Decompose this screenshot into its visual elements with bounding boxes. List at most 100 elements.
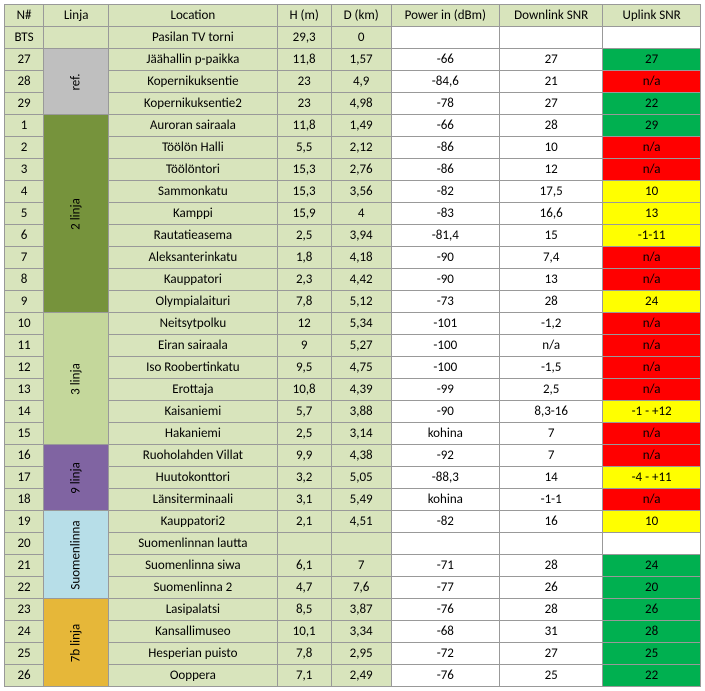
- cell-downlink: 26: [500, 577, 603, 599]
- cell-h: 29,3: [277, 27, 331, 49]
- cell-downlink: 8,3-16: [500, 401, 603, 423]
- cell-downlink: [500, 27, 603, 49]
- header-power: Power in (dBm): [391, 5, 500, 27]
- cell-power: -84,6: [391, 71, 500, 93]
- cell-location: Kopernikuksentie2: [109, 93, 277, 115]
- cell-h: 23: [277, 93, 331, 115]
- cell-power: -81,4: [391, 225, 500, 247]
- cell-d: 2,12: [331, 137, 391, 159]
- cell-location: Suomenlinna 2: [109, 577, 277, 599]
- cell-location: Kauppatori2: [109, 511, 277, 533]
- cell-location: Auroran sairaala: [109, 115, 277, 137]
- cell-d: 3,56: [331, 181, 391, 203]
- cell-d: 1,57: [331, 49, 391, 71]
- cell-uplink: [603, 533, 701, 555]
- header-uplink: Uplink SNR: [603, 5, 701, 27]
- cell-power: -77: [391, 577, 500, 599]
- header-row: N# Linja Location H (m) D (km) Power in …: [5, 5, 701, 27]
- cell-location: Suomenlinna siwa: [109, 555, 277, 577]
- cell-h: 15,3: [277, 181, 331, 203]
- cell-location: Kauppatori: [109, 269, 277, 291]
- cell-location: Hesperian puisto: [109, 643, 277, 665]
- cell-n: 20: [5, 533, 44, 555]
- cell-uplink: n/a: [603, 137, 701, 159]
- cell-h: 15,3: [277, 159, 331, 181]
- cell-d: 2,49: [331, 665, 391, 687]
- cell-d: 7: [331, 555, 391, 577]
- cell-linja: Suomenlinna: [44, 511, 109, 599]
- cell-uplink: n/a: [603, 335, 701, 357]
- table-row: 14Kaisaniemi5,73,88-908,3-16-1 - +12: [5, 401, 701, 423]
- table-row: 12 linjaAuroran sairaala11,81,49-662829: [5, 115, 701, 137]
- cell-linja: 9 linja: [44, 445, 109, 511]
- cell-location: Huutokonttori: [109, 467, 277, 489]
- cell-downlink: 27: [500, 643, 603, 665]
- cell-h: 10,8: [277, 379, 331, 401]
- cell-uplink: 28: [603, 621, 701, 643]
- table-row: BTSPasilan TV torni29,30: [5, 27, 701, 49]
- cell-h: 6,1: [277, 555, 331, 577]
- header-location: Location: [109, 5, 277, 27]
- cell-location: Olympialaituri: [109, 291, 277, 313]
- cell-h: 5,7: [277, 401, 331, 423]
- cell-d: 4,42: [331, 269, 391, 291]
- cell-n: 13: [5, 379, 44, 401]
- cell-h: [277, 533, 331, 555]
- cell-h: 2,5: [277, 225, 331, 247]
- cell-uplink: 10: [603, 511, 701, 533]
- cell-power: -66: [391, 115, 500, 137]
- cell-uplink: n/a: [603, 159, 701, 181]
- table-row: 28Kopernikuksentie234,9-84,621n/a: [5, 71, 701, 93]
- cell-uplink: 20: [603, 577, 701, 599]
- cell-downlink: 15: [500, 225, 603, 247]
- cell-n: 28: [5, 71, 44, 93]
- cell-n: 7: [5, 247, 44, 269]
- table-row: 27ref.Jäähallin p-paikka11,81,57-662727: [5, 49, 701, 71]
- cell-d: 3,87: [331, 599, 391, 621]
- cell-location: Ooppera: [109, 665, 277, 687]
- cell-location: Kamppi: [109, 203, 277, 225]
- cell-downlink: 28: [500, 291, 603, 313]
- cell-d: 2,76: [331, 159, 391, 181]
- cell-d: 3,34: [331, 621, 391, 643]
- cell-uplink: 24: [603, 291, 701, 313]
- cell-h: 8,5: [277, 599, 331, 621]
- cell-downlink: 16,6: [500, 203, 603, 225]
- cell-power: -78: [391, 93, 500, 115]
- cell-downlink: 2,5: [500, 379, 603, 401]
- cell-uplink: -4 - +11: [603, 467, 701, 489]
- table-row: 25Hesperian puisto7,82,95-722725: [5, 643, 701, 665]
- cell-uplink: n/a: [603, 71, 701, 93]
- table-row: 15Hakaniemi2,53,14kohina7n/a: [5, 423, 701, 445]
- cell-downlink: 27: [500, 49, 603, 71]
- cell-d: 4,51: [331, 511, 391, 533]
- cell-n: 24: [5, 621, 44, 643]
- cell-location: Kopernikuksentie: [109, 71, 277, 93]
- cell-uplink: 25: [603, 643, 701, 665]
- cell-d: 4,75: [331, 357, 391, 379]
- cell-location: Rautatieasema: [109, 225, 277, 247]
- cell-h: 11,8: [277, 49, 331, 71]
- cell-uplink: -1-11: [603, 225, 701, 247]
- header-d: D (km): [331, 5, 391, 27]
- cell-d: 2,95: [331, 643, 391, 665]
- table-row: 8Kauppatori2,34,42-9013n/a: [5, 269, 701, 291]
- cell-location: Lasipalatsi: [109, 599, 277, 621]
- cell-n: 23: [5, 599, 44, 621]
- cell-n: 2: [5, 137, 44, 159]
- cell-n: 6: [5, 225, 44, 247]
- cell-downlink: n/a: [500, 335, 603, 357]
- cell-linja: ref.: [44, 49, 109, 115]
- table-row: 29Kopernikuksentie2234,98-782722: [5, 93, 701, 115]
- cell-n: 21: [5, 555, 44, 577]
- cell-h: 7,1: [277, 665, 331, 687]
- cell-d: 4,39: [331, 379, 391, 401]
- header-linja: Linja: [44, 5, 109, 27]
- cell-n: 22: [5, 577, 44, 599]
- cell-downlink: 10: [500, 137, 603, 159]
- cell-location: Kaisaniemi: [109, 401, 277, 423]
- cell-n: 5: [5, 203, 44, 225]
- cell-uplink: 22: [603, 93, 701, 115]
- table-row: 4Sammonkatu15,33,56-8217,510: [5, 181, 701, 203]
- cell-uplink: 29: [603, 115, 701, 137]
